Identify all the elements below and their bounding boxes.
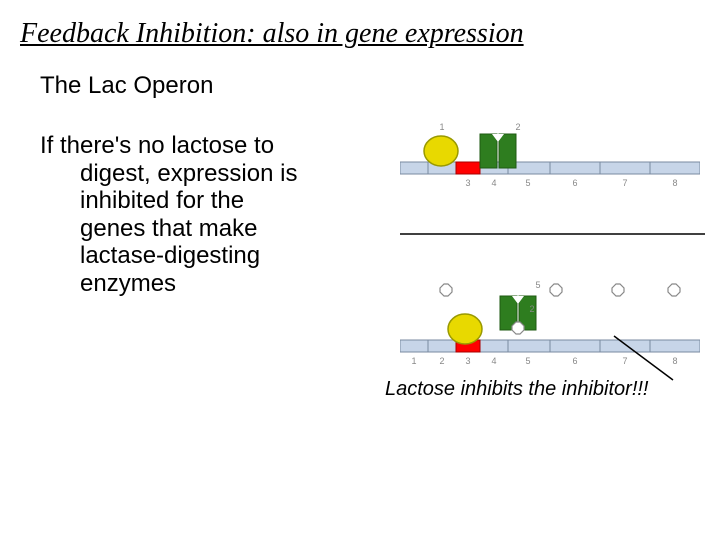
svg-text:1: 1 xyxy=(439,122,444,132)
slide-title: Feedback Inhibition: also in gene expres… xyxy=(0,0,720,50)
svg-text:4: 4 xyxy=(491,356,496,366)
svg-text:6: 6 xyxy=(572,178,577,188)
svg-text:3: 3 xyxy=(465,178,470,188)
svg-text:5: 5 xyxy=(525,178,530,188)
svg-text:4: 4 xyxy=(491,178,496,188)
svg-text:7: 7 xyxy=(622,178,627,188)
svg-text:2: 2 xyxy=(439,356,444,366)
svg-text:1: 1 xyxy=(411,356,416,366)
svg-text:8: 8 xyxy=(672,178,677,188)
body-line: inhibited for the xyxy=(40,187,380,215)
body-line: genes that make xyxy=(40,215,380,243)
svg-text:3: 3 xyxy=(465,356,470,366)
svg-text:2: 2 xyxy=(529,304,534,314)
svg-text:5: 5 xyxy=(525,356,530,366)
slide-subtitle: The Lac Operon xyxy=(0,50,720,100)
svg-text:5: 5 xyxy=(535,280,540,290)
svg-text:2: 2 xyxy=(515,122,520,132)
body-line: digest, expression is xyxy=(40,160,380,188)
body-line: enzymes xyxy=(40,270,380,298)
operon-diagram-repressed: 1 2 3 4 5 6 7 8 xyxy=(400,122,700,202)
body-line: lactase-digesting xyxy=(40,242,380,270)
body-paragraph: If there's no lactose to digest, express… xyxy=(0,100,380,298)
pointer-arrow xyxy=(608,332,678,382)
body-line: If there's no lactose to xyxy=(40,132,380,160)
svg-text:6: 6 xyxy=(572,356,577,366)
